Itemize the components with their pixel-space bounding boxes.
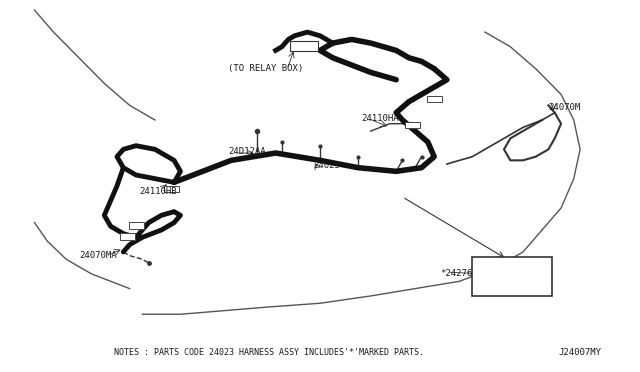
Text: 24070M: 24070M bbox=[548, 103, 580, 112]
FancyBboxPatch shape bbox=[290, 41, 318, 51]
FancyBboxPatch shape bbox=[405, 122, 420, 128]
FancyBboxPatch shape bbox=[129, 222, 144, 228]
FancyBboxPatch shape bbox=[472, 257, 552, 296]
Text: (TO RELAY BOX): (TO RELAY BOX) bbox=[228, 64, 304, 73]
FancyBboxPatch shape bbox=[428, 96, 442, 102]
FancyBboxPatch shape bbox=[120, 233, 135, 240]
Text: J24007MY: J24007MY bbox=[559, 348, 602, 357]
Text: 24D12AA: 24D12AA bbox=[228, 147, 266, 156]
Text: 24110HA: 24110HA bbox=[361, 114, 399, 123]
Text: 24023: 24023 bbox=[314, 161, 340, 170]
Text: 24070MA: 24070MA bbox=[79, 251, 116, 260]
FancyBboxPatch shape bbox=[164, 186, 179, 192]
Text: *24276: *24276 bbox=[440, 269, 473, 279]
Text: NOTES : PARTS CODE 24023 HARNESS ASSY INCLUDES'*'MARKED PARTS.: NOTES : PARTS CODE 24023 HARNESS ASSY IN… bbox=[115, 348, 424, 357]
Text: 24110HB: 24110HB bbox=[139, 187, 177, 196]
